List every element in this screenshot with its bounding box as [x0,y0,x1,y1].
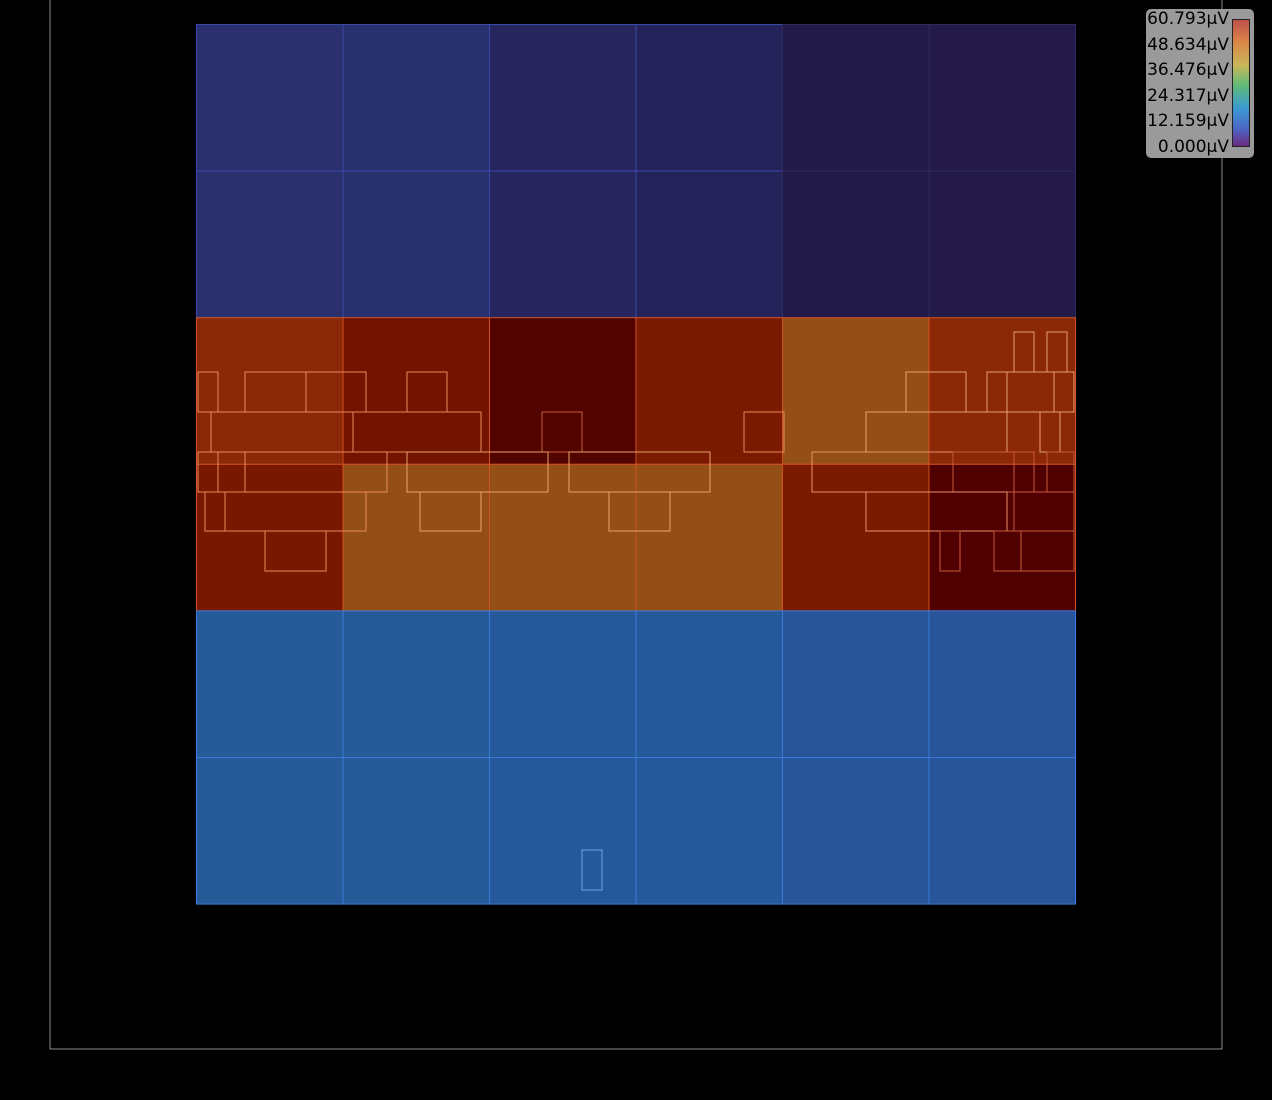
heatmap-cell [782,317,930,465]
instance-outline [1020,530,1075,572]
instance-outline [581,849,603,891]
heatmap-cell [342,317,490,465]
heatmap-cell [489,610,637,759]
heatmap-cell [489,24,637,172]
heatmap-cell [928,24,1076,172]
heatmap-cell [928,610,1076,759]
heatmap-cell [196,24,344,172]
legend-tick-label: 48.634µV [1147,35,1229,55]
heatmap-cell [782,463,930,612]
heatmap-cell [635,24,783,172]
heatmap-cell [928,757,1076,905]
heatmap-cell [782,610,930,759]
instance-outlines [197,331,1075,891]
heatmap-cell [782,170,930,319]
heatmap-cell [635,170,783,319]
instance-outline [419,491,482,532]
die-outline [49,0,1223,1050]
heatmap-cell [196,757,344,905]
heatmap-cell [635,610,783,759]
heatmap-cell [342,24,490,172]
heatmap-cell [635,463,783,612]
heatmap-cell [342,610,490,759]
heatmap-cell [489,317,637,465]
instance-outline [865,491,1008,532]
heatmap-cell [928,317,1076,465]
heatmap-cell [342,170,490,319]
heatmap-cell [782,24,930,172]
legend-tick-label: 24.317µV [1147,86,1229,106]
instance-outline [743,411,785,453]
heatmap-cell [489,757,637,905]
legend-colorbar [1232,19,1250,147]
heatmap-cell [782,757,930,905]
heatmap-cell [489,463,637,612]
instance-outline [939,530,961,572]
color-legend: 60.793µV 48.634µV 36.476µV 24.317µV 12.1… [1146,9,1254,158]
instance-outline [1013,331,1035,373]
heatmap-cell [928,463,1076,612]
heatmap-cell [489,170,637,319]
heatmap-cell [635,317,783,465]
instance-outline [541,411,583,453]
instance-outline [197,371,219,413]
heatmap-cell [635,757,783,905]
instance-outline [264,530,327,572]
heatmap-grid [196,24,1076,905]
heatmap-cell [342,463,490,612]
heatmap-cell [928,170,1076,319]
heatmap-cell [196,610,344,759]
legend-tick-label: 36.476µV [1147,60,1229,80]
instance-outline [1046,331,1068,373]
heatmap-cell [196,170,344,319]
instance-outline [608,491,671,532]
legend-tick-label: 12.159µV [1147,111,1229,131]
legend-tick-label: 0.000µV [1157,137,1229,157]
heatmap-cell [342,757,490,905]
legend-tick-label: 60.793µV [1147,9,1229,29]
